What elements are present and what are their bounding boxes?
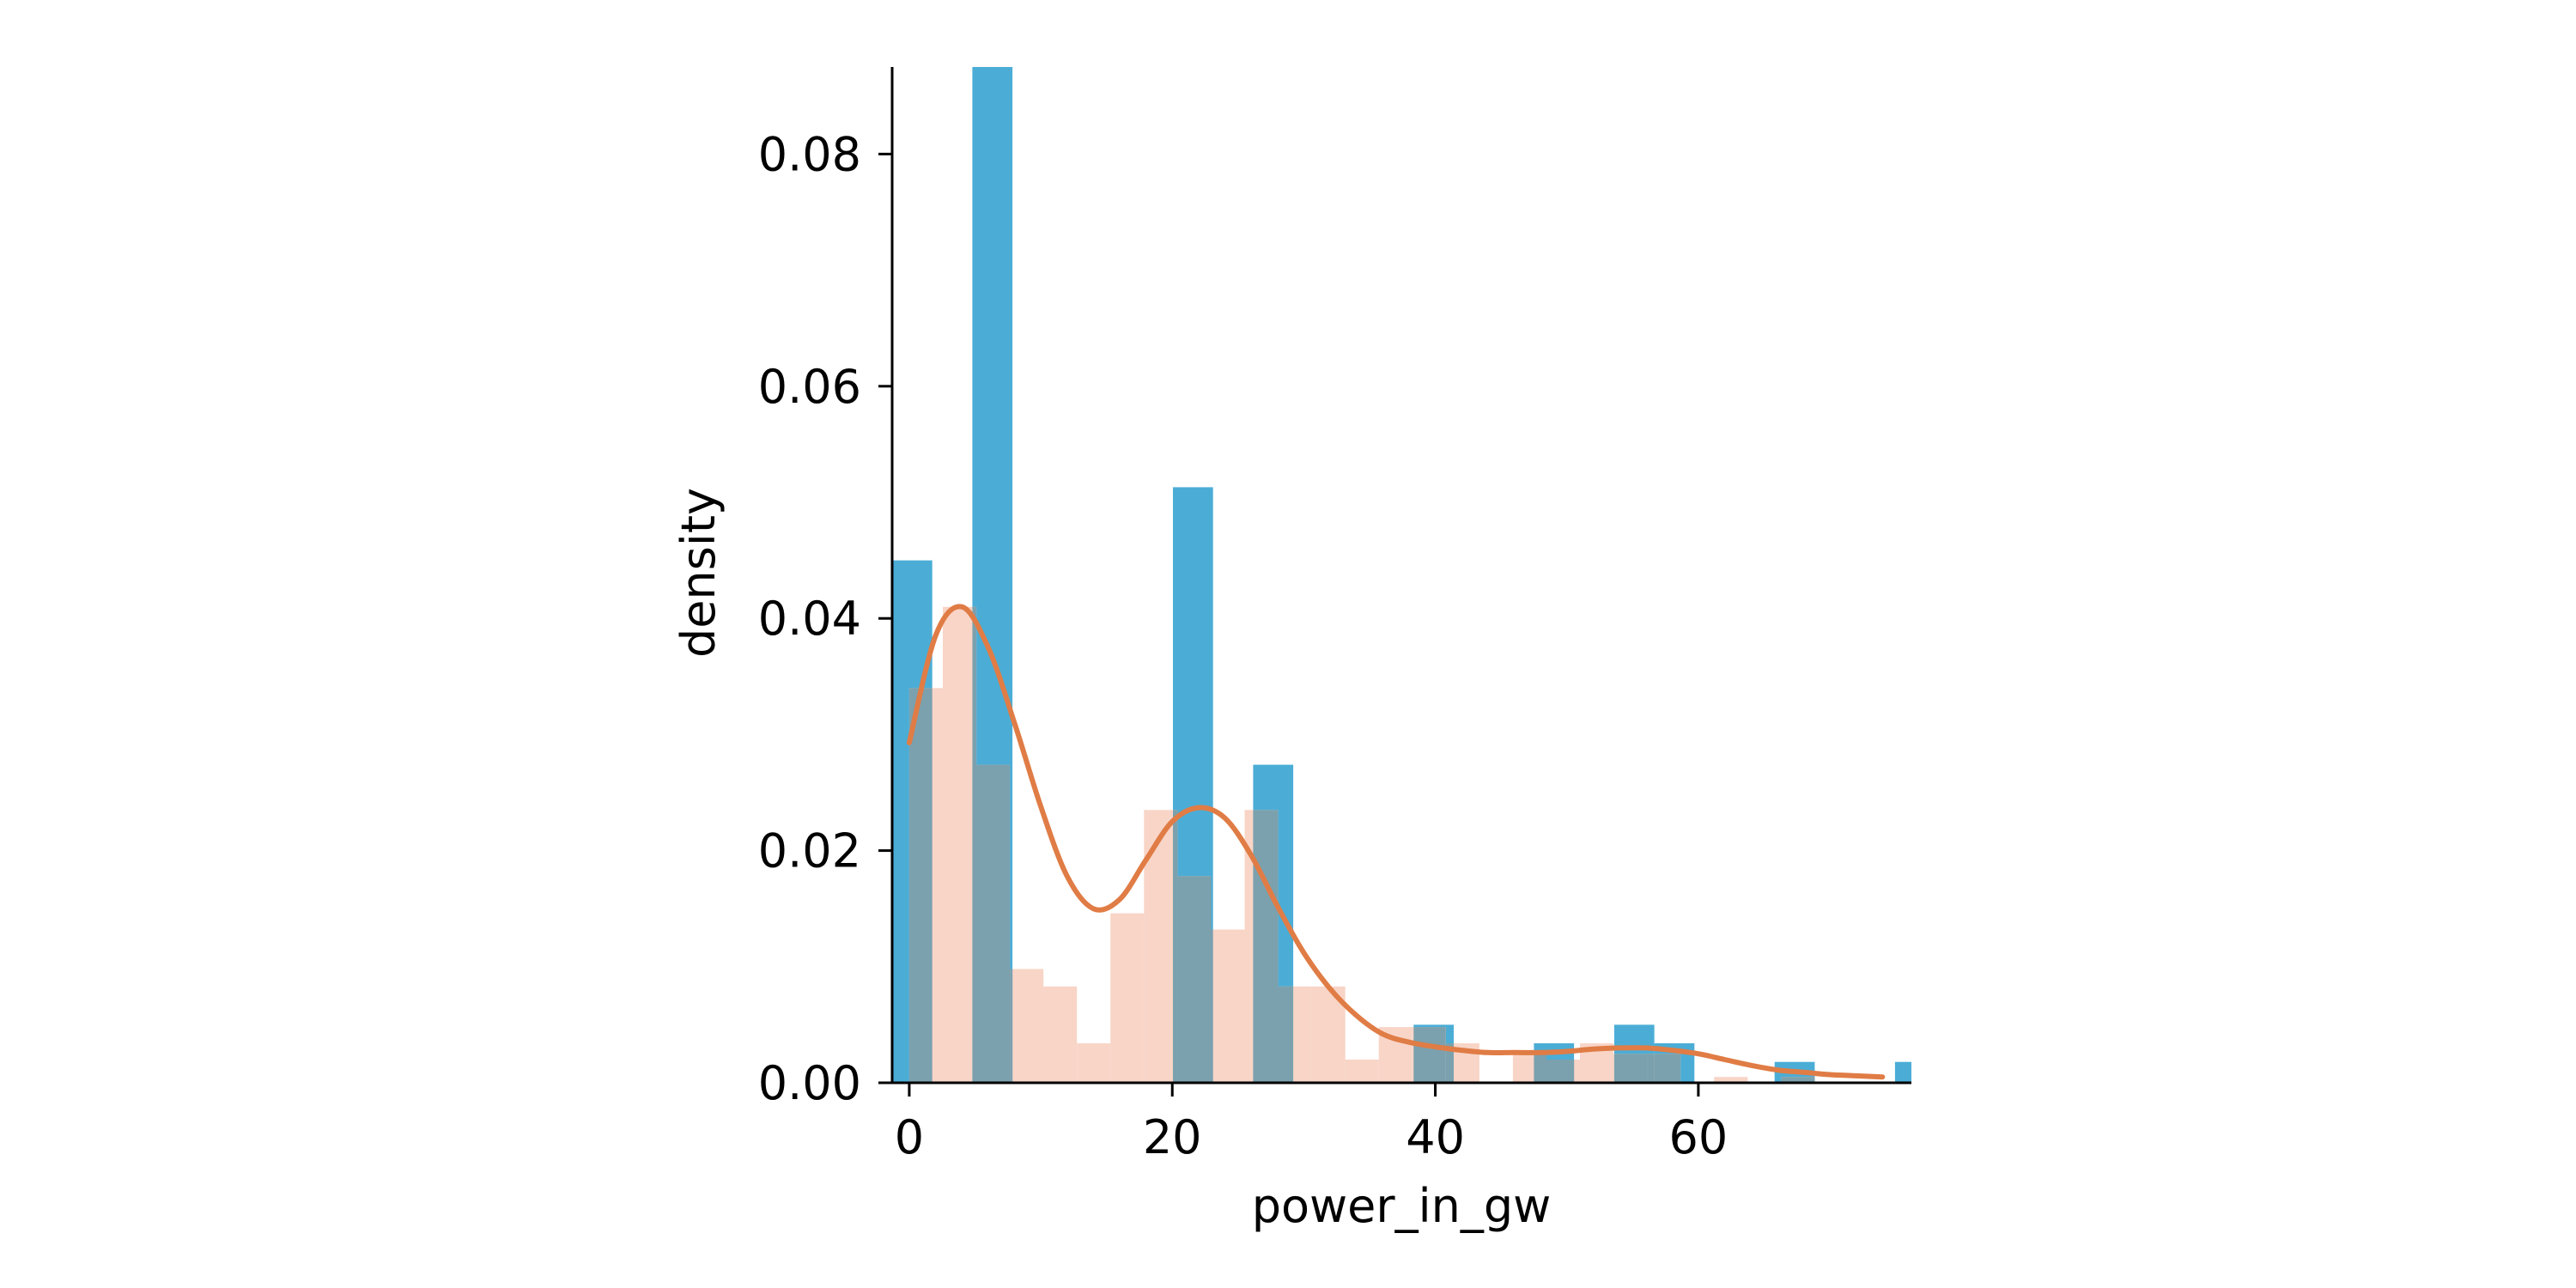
x-axis-label: power_in_gw xyxy=(1252,1179,1552,1233)
peach-bar-9 xyxy=(1211,929,1245,1083)
overlap-bar-9-11 xyxy=(1278,986,1294,1083)
peach-bar-3 xyxy=(1010,969,1044,1083)
overlap-bar-22-26 xyxy=(1781,1077,1815,1083)
peach-bar-4 xyxy=(1043,986,1078,1083)
overlap-bar-16-18 xyxy=(1534,1054,1546,1083)
overlap-bar-18-22 xyxy=(1647,1054,1655,1083)
y-tick-label-0: 0.00 xyxy=(758,1056,861,1110)
y-axis-label: density xyxy=(671,488,726,658)
peach-bar-1 xyxy=(943,606,977,1083)
y-tick-label-1: 0.02 xyxy=(758,824,861,878)
overlap-bar-7-9 xyxy=(1211,929,1213,1083)
overlap-bar-7-8 xyxy=(1177,876,1212,1083)
peach-bar-13 xyxy=(1345,1060,1379,1083)
y-tick-label-4: 0.08 xyxy=(758,127,861,181)
y-tick-label-3: 0.06 xyxy=(758,360,861,414)
x-tick-label-1: 20 xyxy=(1143,1110,1202,1164)
x-tick-label-3: 60 xyxy=(1669,1110,1728,1164)
kde-curve-group xyxy=(906,604,1886,1080)
overlap-bar-18-21 xyxy=(1613,1054,1648,1083)
x-tick-label-0: 0 xyxy=(895,1110,924,1164)
overlap-bar-16-19 xyxy=(1546,1060,1575,1083)
overlap-bar-2-3 xyxy=(1010,969,1013,1083)
blue-bar-25 xyxy=(1894,1061,1911,1083)
overlap-bar-9-10 xyxy=(1253,810,1279,1083)
tick-labels: 0 20 40 60 0.00 0.02 0.04 0.06 0.08 xyxy=(758,127,1728,1164)
overlap-bar-0-0 xyxy=(908,688,933,1083)
kde-curve xyxy=(906,604,1886,1080)
peach-bar-5 xyxy=(1077,1043,1111,1083)
axes xyxy=(890,67,1911,1084)
histogram-bars-peach xyxy=(908,606,1815,1083)
histogram-bars-blue xyxy=(892,67,1911,1083)
peach-bar-24 xyxy=(1714,1077,1748,1083)
overlap-bar-7-7 xyxy=(1173,810,1178,1083)
overlap-bar-19-22 xyxy=(1654,1054,1681,1083)
overlap-bar-2-2 xyxy=(976,764,1011,1083)
peach-bar-6 xyxy=(1110,913,1145,1083)
overlap-bar-13-15 xyxy=(1413,1027,1446,1083)
x-tick-label-2: 40 xyxy=(1406,1110,1465,1164)
overlap-bar-2-1 xyxy=(972,606,976,1083)
tick-marks xyxy=(878,152,1700,1097)
overlap-bar-13-16 xyxy=(1445,1043,1454,1083)
y-tick-label-2: 0.04 xyxy=(758,592,861,646)
